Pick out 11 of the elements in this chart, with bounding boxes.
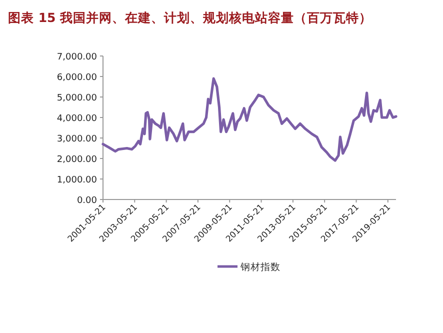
y-tick-label: 6,000.00 — [56, 73, 98, 83]
y-tick-label: 2,000.00 — [56, 155, 98, 165]
chart-title: 图表 15 我国并网、在建、计划、规划核电站容量（百万瓦特） — [8, 10, 372, 25]
y-tick-label: 1,000.00 — [56, 176, 98, 186]
y-tick-label: 4,000.00 — [56, 114, 98, 124]
line-series — [102, 77, 398, 162]
y-tick-label: 0.00 — [76, 196, 98, 206]
legend-label: 钢材指数 — [240, 261, 280, 273]
y-tick-label: 3,000.00 — [56, 134, 98, 144]
y-tick-label: 5,000.00 — [56, 94, 98, 104]
y-tick-label: 7,000.00 — [56, 52, 98, 62]
